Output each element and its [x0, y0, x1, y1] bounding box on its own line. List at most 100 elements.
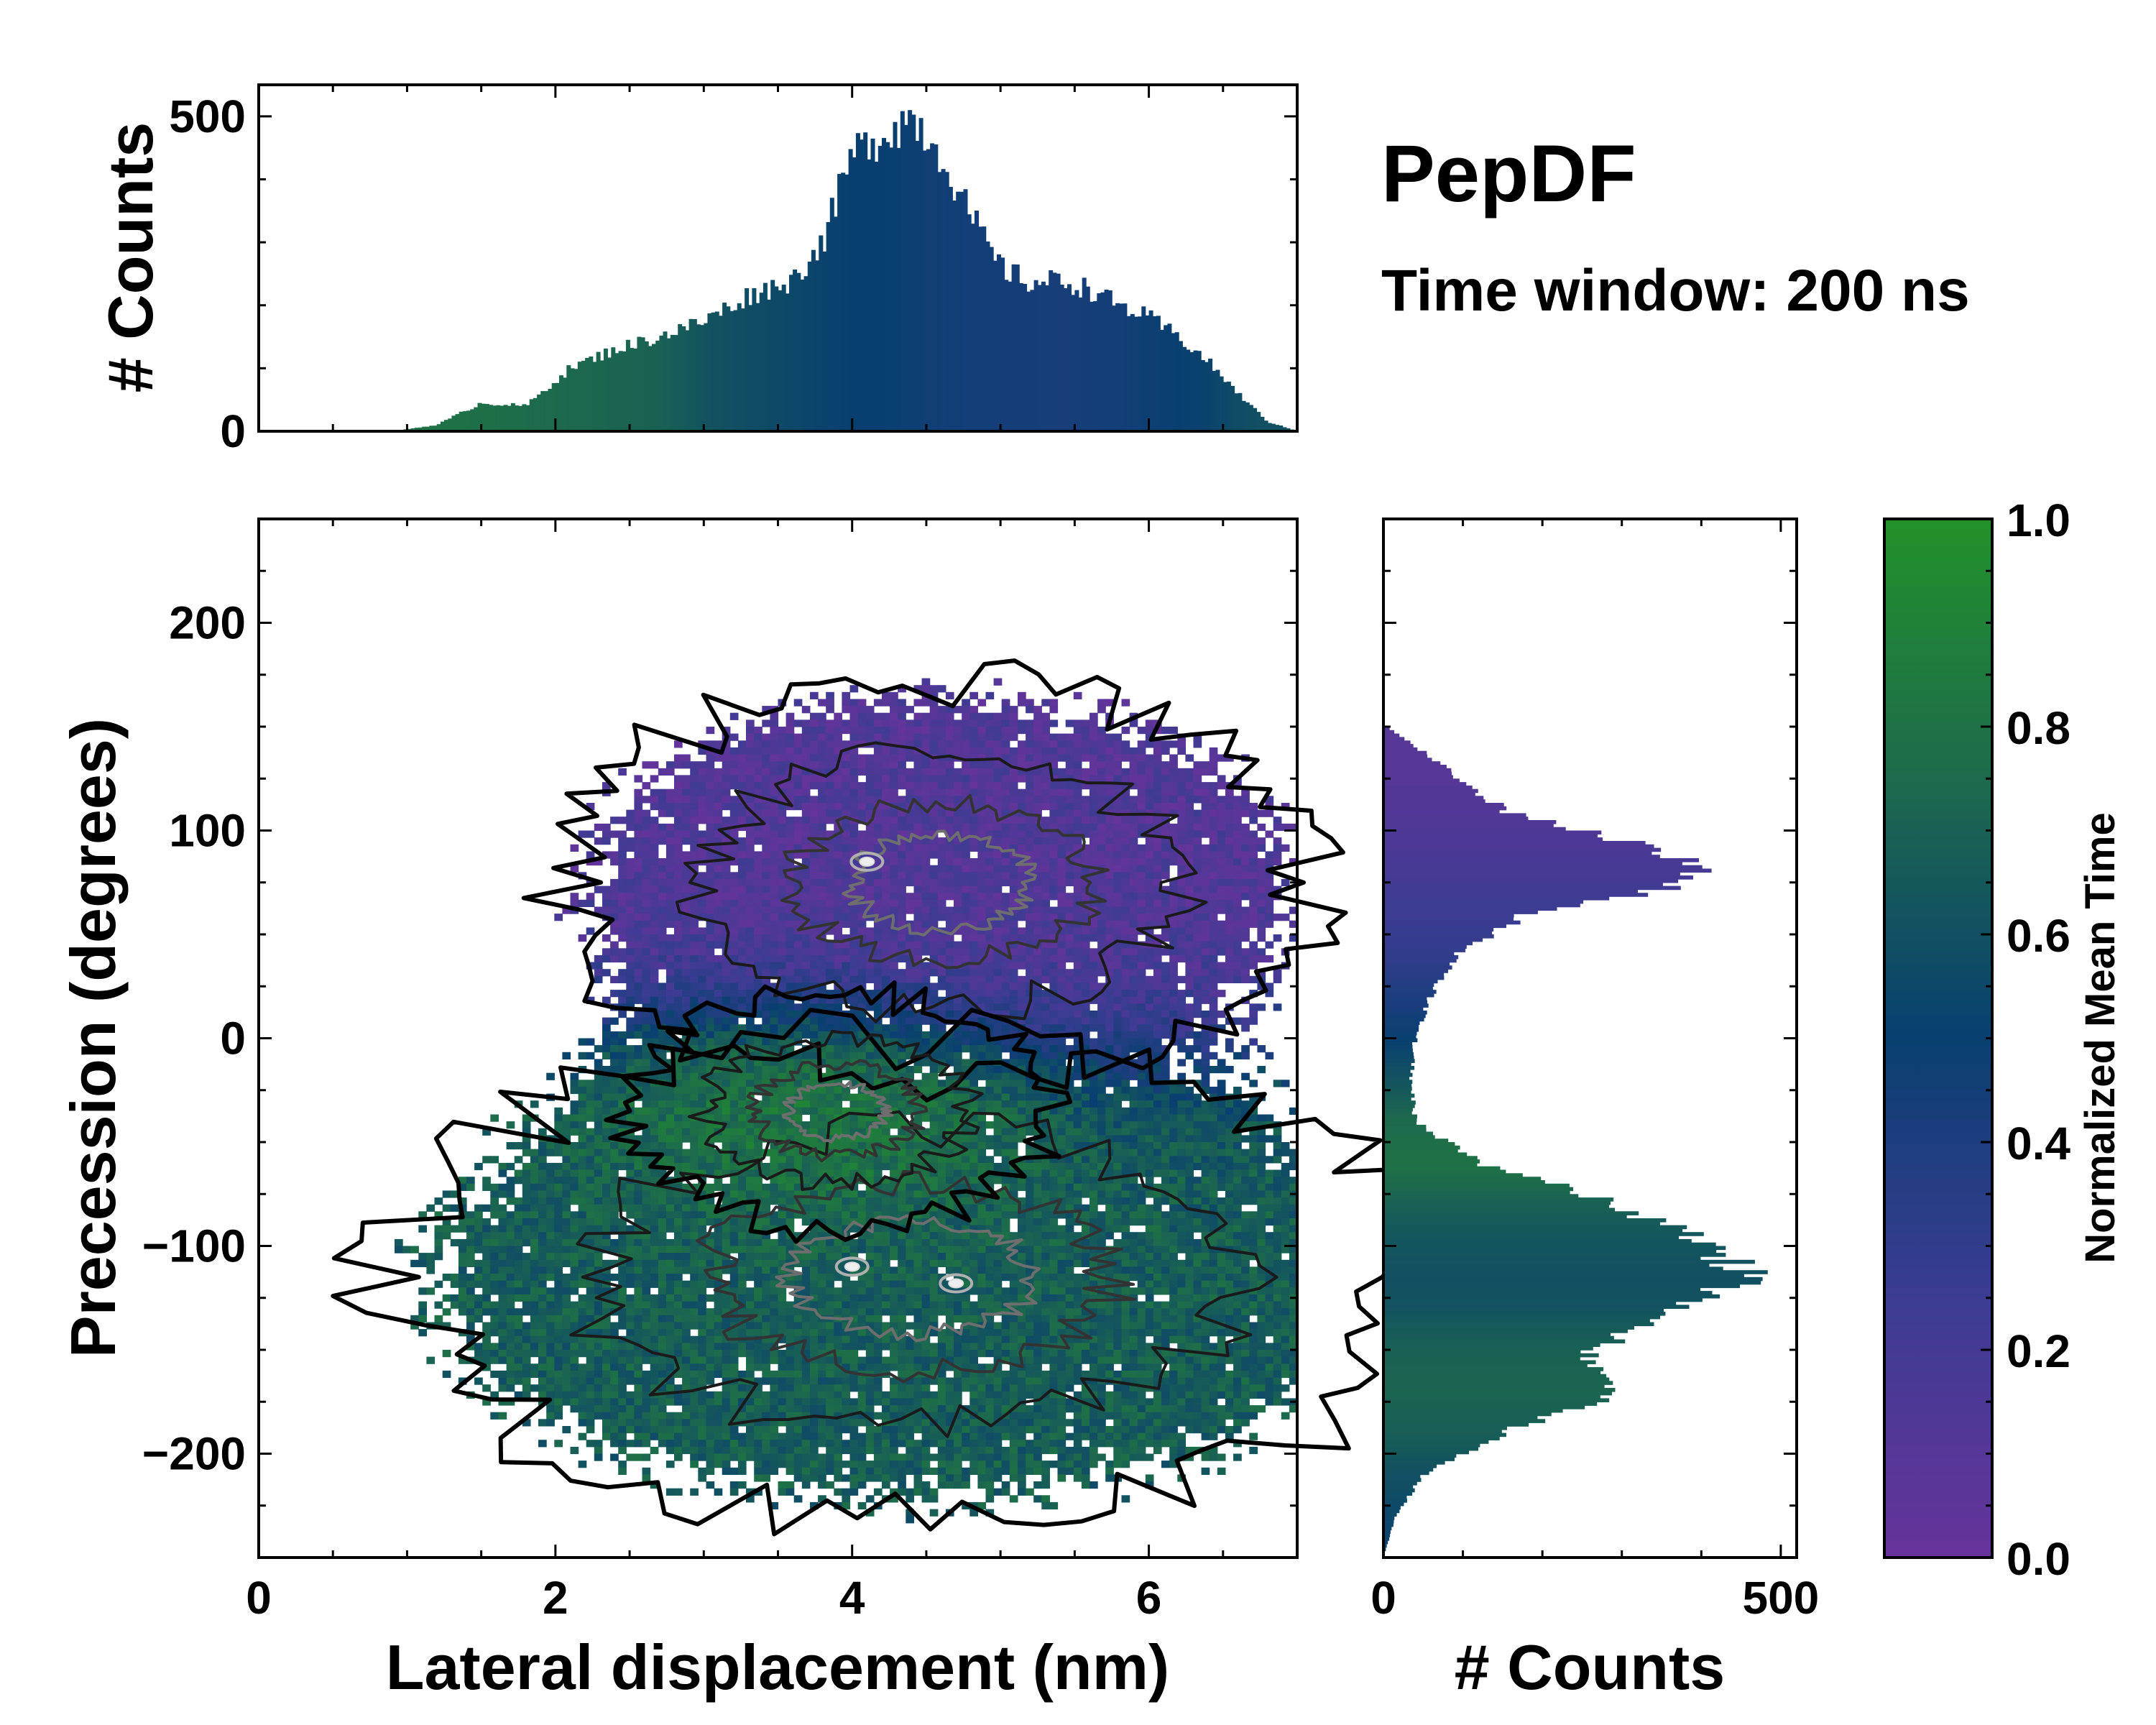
- heatmap-cell: [793, 954, 803, 963]
- top-hist-bar: [726, 306, 731, 431]
- heatmap-cell: [665, 920, 675, 928]
- heatmap-cell: [906, 941, 914, 949]
- heatmap-cell: [826, 1356, 834, 1364]
- heatmap-cell: [594, 886, 603, 893]
- heatmap-cell: [690, 1356, 699, 1364]
- heatmap-cell: [737, 878, 747, 887]
- heatmap-cell: [865, 719, 875, 727]
- heatmap-cell: [778, 1218, 787, 1226]
- top-hist-bar: [844, 174, 849, 432]
- heatmap-cell: [810, 1322, 819, 1330]
- heatmap-cell: [770, 1183, 779, 1191]
- heatmap-cell: [658, 796, 667, 804]
- heatmap-cell: [682, 1315, 691, 1322]
- heatmap-cell: [818, 1266, 826, 1274]
- heatmap-cell: [538, 1308, 547, 1316]
- heatmap-cell: [810, 727, 819, 735]
- heatmap-cell: [722, 1197, 731, 1205]
- heatmap-cell: [490, 1356, 499, 1364]
- heatmap-cell: [770, 788, 779, 796]
- heatmap-cell: [514, 1329, 523, 1337]
- heatmap-cell: [882, 934, 890, 942]
- heatmap-cell: [642, 1432, 651, 1440]
- heatmap-cell: [842, 969, 851, 977]
- top-hist-bar: [1045, 285, 1050, 431]
- heatmap-cell: [762, 886, 770, 893]
- heatmap-cell: [826, 893, 834, 901]
- heatmap-cell: [793, 1156, 803, 1164]
- heatmap-cell: [634, 809, 643, 817]
- heatmap-cell: [729, 1350, 739, 1358]
- heatmap-cell: [898, 1335, 906, 1343]
- heatmap-cell: [818, 1052, 826, 1059]
- heatmap-cell: [714, 899, 723, 907]
- heatmap-cell: [618, 893, 627, 901]
- heatmap-cell: [737, 1183, 747, 1191]
- heatmap-cell: [890, 893, 898, 901]
- heatmap-cell: [594, 1343, 603, 1351]
- heatmap-cell: [658, 823, 667, 832]
- heatmap-cell: [578, 1190, 587, 1198]
- heatmap-cell: [650, 962, 659, 970]
- heatmap-cell: [810, 1011, 819, 1018]
- heatmap-cell: [754, 1052, 763, 1059]
- heatmap-cell: [842, 1218, 851, 1226]
- heatmap-cell: [682, 1149, 691, 1156]
- heatmap-cell: [865, 1066, 875, 1074]
- heatmap-cell: [762, 788, 770, 796]
- heatmap-cell: [690, 1045, 699, 1053]
- heatmap-cell: [618, 1467, 627, 1475]
- heatmap-cell: [706, 1419, 715, 1427]
- heatmap-cell: [786, 830, 795, 838]
- heatmap-cell: [714, 1232, 723, 1240]
- heatmap-cell: [737, 1162, 747, 1171]
- heatmap-cell: [882, 1294, 890, 1302]
- heatmap-cell: [865, 1467, 875, 1475]
- heatmap-cell: [865, 1329, 875, 1337]
- heatmap-cell: [882, 1259, 890, 1267]
- heatmap-cell: [722, 727, 731, 735]
- heatmap-cell: [665, 1412, 675, 1420]
- top-hist-bar: [956, 191, 961, 431]
- heatmap-cell: [578, 1162, 587, 1171]
- heatmap-cell: [562, 1052, 571, 1059]
- heatmap-cell: [898, 941, 906, 949]
- heatmap-cell: [466, 1259, 475, 1267]
- heatmap-cell: [658, 1038, 667, 1046]
- heatmap-cell: [770, 775, 779, 783]
- heatmap-cell: [873, 712, 883, 720]
- heatmap-cell: [873, 1356, 883, 1364]
- heatmap-cell: [506, 1121, 515, 1129]
- heatmap-cell: [714, 886, 723, 893]
- heatmap-cell: [554, 1287, 563, 1295]
- heatmap-cell: [722, 906, 731, 914]
- heatmap-cell: [562, 1350, 571, 1358]
- heatmap-cell: [778, 893, 787, 901]
- heatmap-cell: [786, 1460, 795, 1468]
- heatmap-cell: [474, 1308, 483, 1316]
- heatmap-cell: [634, 1253, 643, 1261]
- top-hist-bar: [948, 187, 953, 431]
- heatmap-cell: [586, 1391, 595, 1399]
- heatmap-cell: [857, 727, 867, 735]
- heatmap-cell: [873, 1474, 883, 1482]
- heatmap-cell: [682, 941, 691, 949]
- heatmap-cell: [818, 1059, 826, 1067]
- heatmap-cell: [810, 809, 819, 817]
- heatmap-cell: [857, 914, 867, 921]
- heatmap-cell: [665, 975, 675, 983]
- heatmap-cell: [754, 754, 763, 762]
- heatmap-cell: [842, 1301, 851, 1309]
- heatmap-cell: [890, 1495, 898, 1503]
- heatmap-cell: [793, 1211, 803, 1219]
- heatmap-cell: [626, 1093, 635, 1101]
- heatmap-cell: [857, 1501, 867, 1510]
- heatmap-cell: [793, 983, 803, 990]
- heatmap-cell: [642, 1211, 651, 1219]
- heatmap-cell: [770, 1440, 779, 1448]
- top-hist-bar: [1067, 284, 1072, 431]
- heatmap-cell: [898, 754, 906, 762]
- heatmap-cell: [474, 1280, 483, 1288]
- heatmap-cell: [818, 1322, 826, 1330]
